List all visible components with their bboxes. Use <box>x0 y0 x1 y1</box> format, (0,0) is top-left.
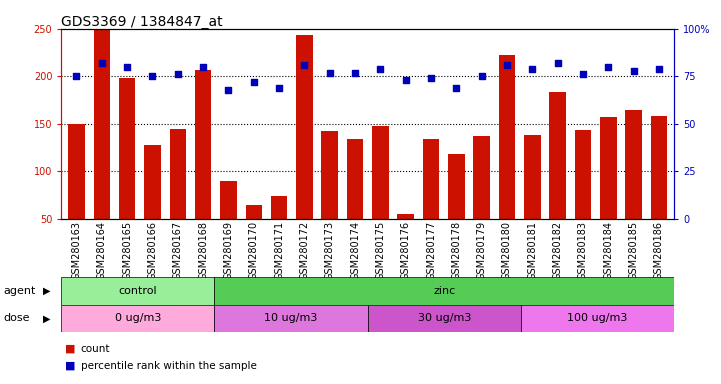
Text: GSM280184: GSM280184 <box>603 221 614 280</box>
Bar <box>372 126 389 219</box>
Text: GSM280183: GSM280183 <box>578 221 588 280</box>
Bar <box>347 139 363 219</box>
Bar <box>215 277 674 305</box>
Bar <box>474 136 490 219</box>
Point <box>198 64 209 70</box>
Text: GSM280177: GSM280177 <box>426 221 436 280</box>
Text: 0 ug/m3: 0 ug/m3 <box>115 313 161 323</box>
Point <box>146 73 158 79</box>
Point <box>628 68 640 74</box>
Bar <box>61 277 215 305</box>
Point <box>96 60 107 66</box>
Bar <box>68 124 84 219</box>
Bar <box>575 131 591 219</box>
Text: dose: dose <box>4 313 30 323</box>
Text: GSM280179: GSM280179 <box>477 221 487 280</box>
Point <box>71 73 82 79</box>
Point <box>298 62 310 68</box>
Text: GSM280164: GSM280164 <box>97 221 107 280</box>
Point <box>121 64 133 70</box>
Text: ▶: ▶ <box>43 286 50 296</box>
Point <box>653 66 665 72</box>
Text: GSM280169: GSM280169 <box>224 221 234 280</box>
Text: ■: ■ <box>65 344 76 354</box>
Text: 100 ug/m3: 100 ug/m3 <box>567 313 628 323</box>
Bar <box>144 145 161 219</box>
Bar <box>423 139 439 219</box>
Bar <box>651 116 667 219</box>
Text: GSM280186: GSM280186 <box>654 221 664 280</box>
Point <box>172 71 184 78</box>
Bar <box>296 35 313 219</box>
Text: control: control <box>118 286 157 296</box>
Bar <box>322 131 338 219</box>
Point <box>324 70 335 76</box>
Text: GSM280176: GSM280176 <box>401 221 411 280</box>
Text: GSM280174: GSM280174 <box>350 221 360 280</box>
Bar <box>549 91 566 219</box>
Text: GSM280173: GSM280173 <box>324 221 335 280</box>
Bar <box>169 129 186 219</box>
Text: GSM280175: GSM280175 <box>376 221 385 280</box>
Text: GSM280182: GSM280182 <box>552 221 562 280</box>
Bar <box>625 109 642 219</box>
Bar <box>119 78 136 219</box>
Text: 30 ug/m3: 30 ug/m3 <box>417 313 471 323</box>
Point <box>425 75 437 81</box>
Bar <box>524 135 541 219</box>
Text: GDS3369 / 1384847_at: GDS3369 / 1384847_at <box>61 15 223 29</box>
Text: zinc: zinc <box>433 286 456 296</box>
Text: GSM280165: GSM280165 <box>122 221 132 280</box>
Text: agent: agent <box>4 286 36 296</box>
Text: GSM280168: GSM280168 <box>198 221 208 280</box>
Bar <box>246 205 262 219</box>
Bar <box>397 214 414 219</box>
Bar <box>521 305 674 332</box>
Bar <box>600 117 616 219</box>
Point <box>501 62 513 68</box>
Point <box>248 79 260 85</box>
Text: 10 ug/m3: 10 ug/m3 <box>265 313 318 323</box>
Point <box>375 66 386 72</box>
Text: GSM280172: GSM280172 <box>299 221 309 280</box>
Point <box>223 86 234 93</box>
Text: GSM280178: GSM280178 <box>451 221 461 280</box>
Text: count: count <box>81 344 110 354</box>
Point <box>526 66 538 72</box>
Point <box>273 84 285 91</box>
Point <box>400 77 412 83</box>
Text: GSM280166: GSM280166 <box>148 221 157 280</box>
Text: GSM280185: GSM280185 <box>629 221 639 280</box>
Text: GSM280170: GSM280170 <box>249 221 259 280</box>
Bar <box>368 305 521 332</box>
Point <box>476 73 487 79</box>
Bar <box>215 305 368 332</box>
Bar <box>220 181 236 219</box>
Point <box>578 71 589 78</box>
Bar <box>448 154 464 219</box>
Bar <box>61 305 215 332</box>
Text: GSM280163: GSM280163 <box>71 221 81 280</box>
Point <box>603 64 614 70</box>
Bar <box>195 70 211 219</box>
Point <box>451 84 462 91</box>
Bar <box>94 29 110 219</box>
Bar <box>271 196 287 219</box>
Text: GSM280181: GSM280181 <box>527 221 537 280</box>
Text: GSM280167: GSM280167 <box>173 221 183 280</box>
Text: ▶: ▶ <box>43 313 50 323</box>
Text: GSM280180: GSM280180 <box>502 221 512 280</box>
Text: GSM280171: GSM280171 <box>274 221 284 280</box>
Point <box>349 70 360 76</box>
Bar <box>499 55 516 219</box>
Point <box>552 60 563 66</box>
Text: ■: ■ <box>65 361 76 371</box>
Text: percentile rank within the sample: percentile rank within the sample <box>81 361 257 371</box>
